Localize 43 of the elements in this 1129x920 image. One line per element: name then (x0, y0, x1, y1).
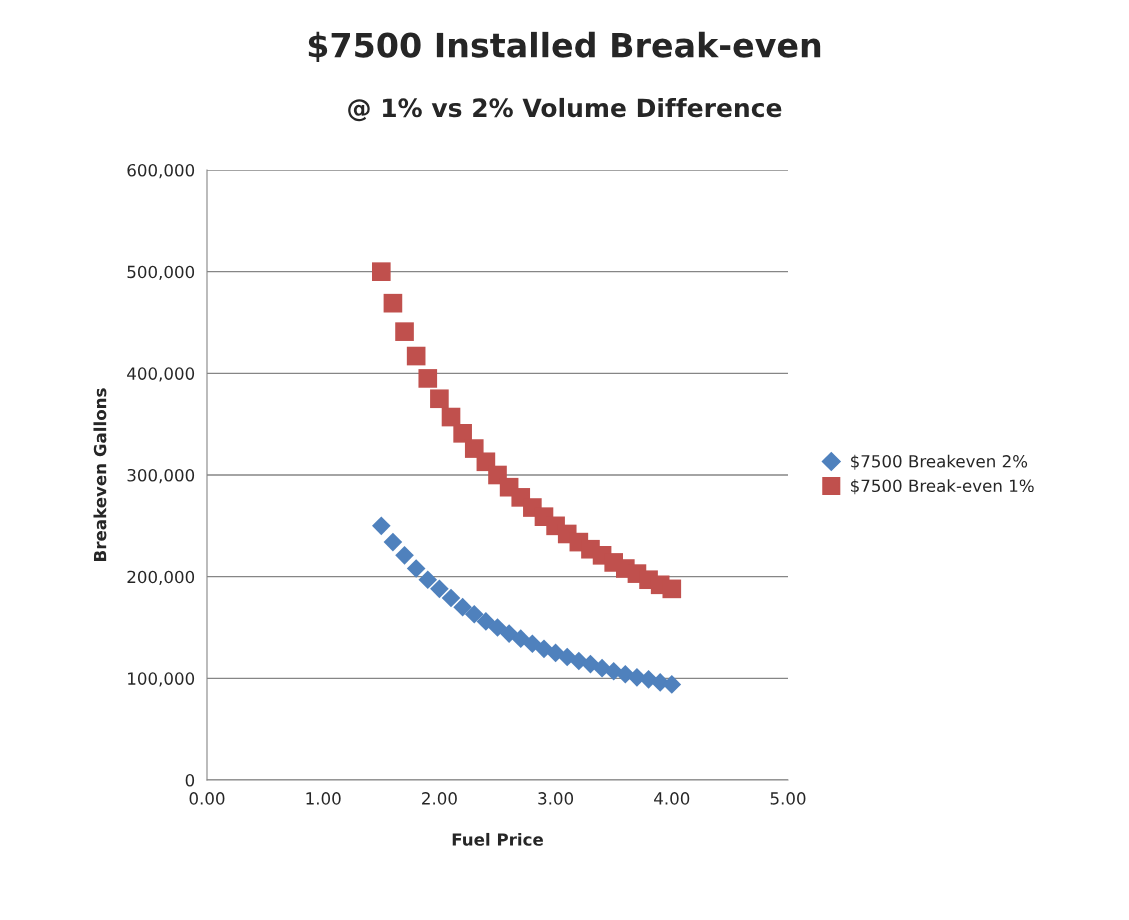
point (395, 546, 414, 565)
x-tick-label: 5.00 (770, 792, 806, 805)
point (371, 516, 391, 536)
point (383, 293, 403, 313)
point (406, 346, 426, 366)
y-tick-label: 200,000 (127, 570, 195, 585)
y-tick-label: 400,000 (127, 367, 195, 382)
point (453, 597, 472, 617)
y-tick-label: 500,000 (127, 265, 195, 280)
chart-subtitle: @ 1% vs 2% Volume Difference (348, 97, 782, 122)
legend-label: $7500 Break-even 1% (851, 479, 1034, 495)
point (662, 579, 682, 599)
y-axis-title: Breakeven Gallons (93, 388, 107, 561)
legend-label: $7500 Breakeven 2% (851, 454, 1028, 470)
point (488, 618, 507, 637)
chart-title: $7500 Installed Break-even (308, 31, 821, 63)
point (534, 639, 554, 659)
y-tick-label: 600,000 (127, 163, 195, 179)
y-tick-label: 0 (185, 773, 195, 787)
x-tick-label: 2.00 (422, 792, 457, 805)
point (406, 559, 426, 578)
point (476, 612, 496, 631)
y-tick-label: 300,000 (127, 468, 195, 484)
point (418, 570, 438, 590)
point (371, 262, 391, 281)
y-tick-label: 100,000 (128, 672, 195, 687)
point (523, 634, 542, 654)
point (441, 588, 461, 608)
point (383, 532, 403, 552)
point (453, 424, 472, 443)
point (430, 579, 449, 599)
point (662, 675, 682, 694)
point (511, 629, 531, 648)
point (464, 604, 484, 624)
x-tick-label: 0.00 (189, 792, 225, 805)
x-axis-title: Fuel Price (452, 832, 543, 846)
x-tick-label: 1.00 (306, 792, 341, 805)
x-tick-label: 4.00 (654, 792, 690, 805)
point (395, 322, 414, 341)
x-tick-label: 3.00 (538, 792, 574, 805)
point (430, 389, 449, 409)
point (499, 624, 519, 643)
point (418, 369, 438, 388)
